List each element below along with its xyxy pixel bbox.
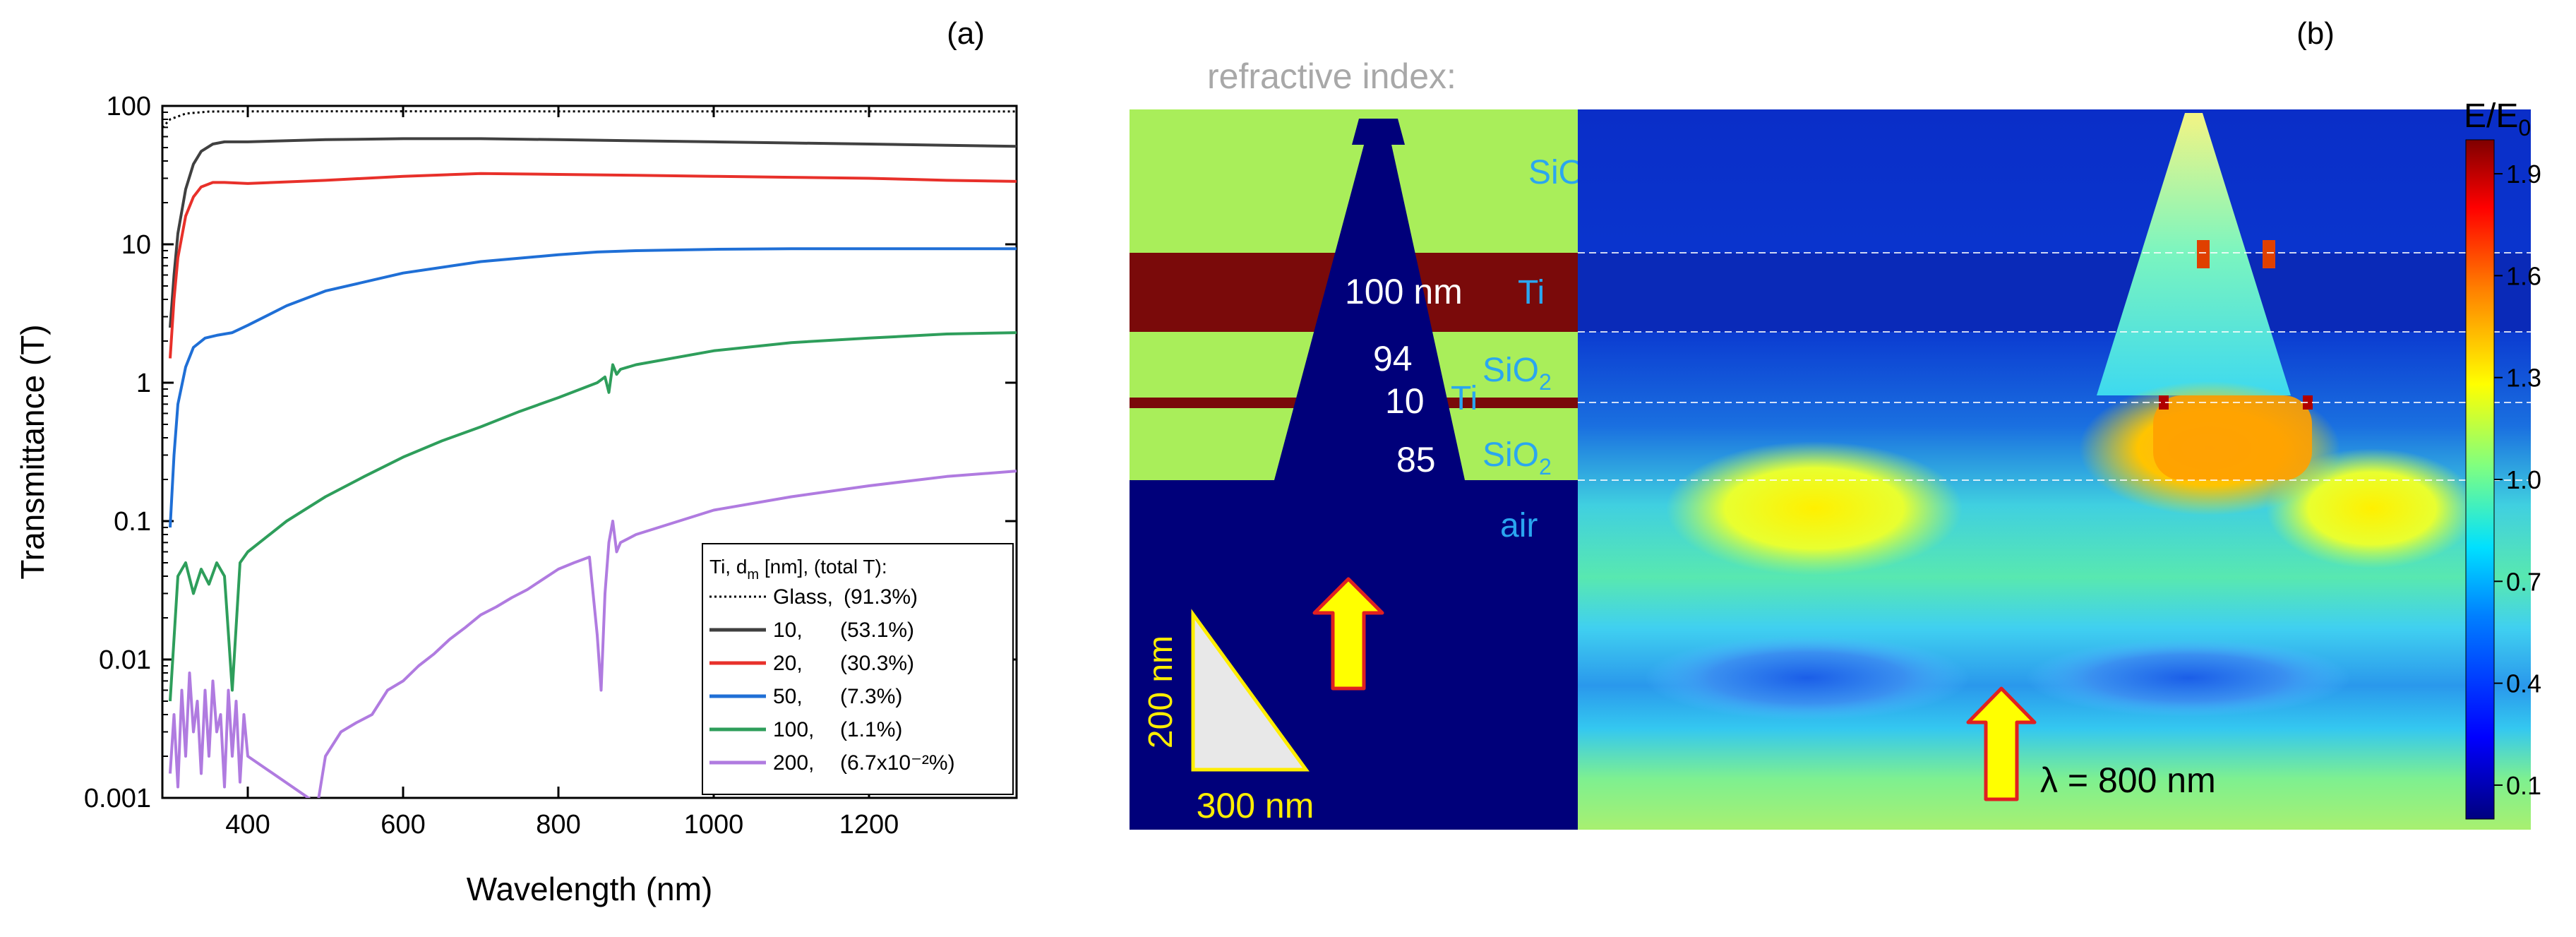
legend-label-10: 10, [773, 619, 803, 642]
colorbar-tick-label: 0.1 [2506, 771, 2541, 800]
colorbar-tick-label: 1.6 [2506, 261, 2541, 290]
layer-label-air: air [1500, 507, 1538, 544]
incident-arrow-left [1312, 577, 1384, 691]
legend-label-50: 50, [773, 685, 803, 708]
field-enhancement-map [1578, 109, 2531, 830]
x-tick-label: 400 [225, 810, 270, 840]
series-line-20 [169, 172, 1017, 359]
refractive-index-title: refractive index: [1207, 56, 1456, 96]
layer-label-sio2-mid: SiO2 [1482, 352, 1552, 395]
field-dark-right [2026, 639, 2351, 717]
legend-label-100: 100, [773, 718, 814, 741]
colorbar-tick-label: 1.3 [2506, 364, 2541, 393]
colorbar: E/E0 0.1 0.4 0.7 1.0 1.3 1.6 1.9 [2464, 97, 2541, 820]
series-group [162, 110, 1017, 798]
colorbar-tick-label: 0.7 [2506, 567, 2541, 596]
series-line-100 [169, 331, 1017, 702]
series-line-10 [169, 137, 1017, 328]
field-cone [2097, 113, 2291, 395]
thickness-sio2-bottom: 85 [1396, 440, 1436, 479]
layer-label-ti-thin: Ti [1451, 380, 1478, 417]
x-tick-label: 1200 [839, 810, 899, 840]
legend-label-20: 20, [773, 652, 803, 675]
y-axis-label: Transmittance (T) [14, 324, 51, 579]
colorbar-scale [2465, 139, 2495, 820]
legend-total-50: (7.3%) [840, 685, 902, 708]
y-tick-label: 0.01 [99, 645, 151, 675]
scale-height-label: 200 nm [1142, 635, 1180, 748]
thickness-ti-thick: 100 nm [1345, 272, 1463, 311]
scale-triangle [1191, 609, 1310, 772]
field-ti-band [1578, 253, 2531, 332]
panel-a-transmittance-chart: (a) 400 600 800 1000 12000.0010.010.1110100 … [14, 16, 1018, 907]
field-hotspot-left [1666, 441, 1963, 575]
field-edge-thin-left [2159, 395, 2169, 410]
series-line-Glass [162, 110, 1017, 129]
field-edge-ti-left [2197, 240, 2210, 268]
panel-a-label: (a) [947, 16, 985, 51]
field-edge-ti-right [2263, 240, 2275, 268]
layer-label-sio2-bottom: SiO2 [1482, 436, 1552, 479]
tick-labels: 400 600 800 1000 1200 0.001 0.01 0.1 1 10 100 [84, 92, 899, 840]
wavelength-label: λ = 800 nm [2040, 760, 2216, 800]
thickness-ti-thin: 10 [1385, 381, 1425, 421]
aperture-tip [1352, 119, 1405, 145]
colorbar-tick-label: 1.0 [2506, 465, 2541, 494]
x-tick-label: 1000 [684, 810, 744, 840]
panel-b-field-map: (b) refractive index: SiO2 Ti SiO2 Ti Si… [1130, 16, 2541, 830]
series-line-50 [169, 247, 1017, 528]
legend-box [702, 543, 1014, 795]
legend: Ti, dm [nm], (total T): Glass, (91.3%) 10,… [702, 543, 1014, 795]
y-tick-label: 100 [107, 92, 151, 121]
legend-total-20: (30.3%) [840, 652, 914, 675]
y-tick-label: 0.1 [114, 507, 151, 537]
field-hotspot-core [2153, 395, 2312, 480]
y-tick-label: 1 [136, 369, 151, 398]
y-tick-label: 0.001 [84, 784, 151, 813]
x-tick-label: 600 [381, 810, 425, 840]
y-tick-label: 10 [121, 230, 151, 260]
colorbar-tick-label: 1.9 [2506, 160, 2541, 189]
legend-total-10: (53.1%) [840, 619, 914, 642]
x-tick-label: 800 [536, 810, 580, 840]
legend-total-100: (1.1%) [840, 718, 902, 741]
legend-label-200: 200, [773, 751, 814, 775]
thickness-sio2-mid: 94 [1373, 339, 1413, 378]
colorbar-tick-label: 0.4 [2506, 669, 2541, 698]
legend-label-Glass: Glass, [773, 585, 833, 609]
scale-width-label: 300 nm [1197, 786, 1314, 825]
layer-label-ti-thick: Ti [1518, 274, 1545, 311]
panel-b-label: (b) [2296, 16, 2335, 51]
field-dark-left [1645, 635, 1970, 720]
triangle-aperture [1274, 119, 1465, 480]
legend-total-Glass: (91.3%) [844, 585, 918, 609]
legend-title: Ti, dm [nm], (total T): [709, 556, 887, 583]
x-axis-label: Wavelength (nm) [467, 871, 713, 907]
legend-total-200: (6.7x10⁻²%) [840, 751, 955, 775]
incident-arrow-right [1966, 686, 2037, 801]
colorbar-title: E/E0 [2464, 97, 2531, 141]
series-line-200 [169, 470, 1017, 798]
